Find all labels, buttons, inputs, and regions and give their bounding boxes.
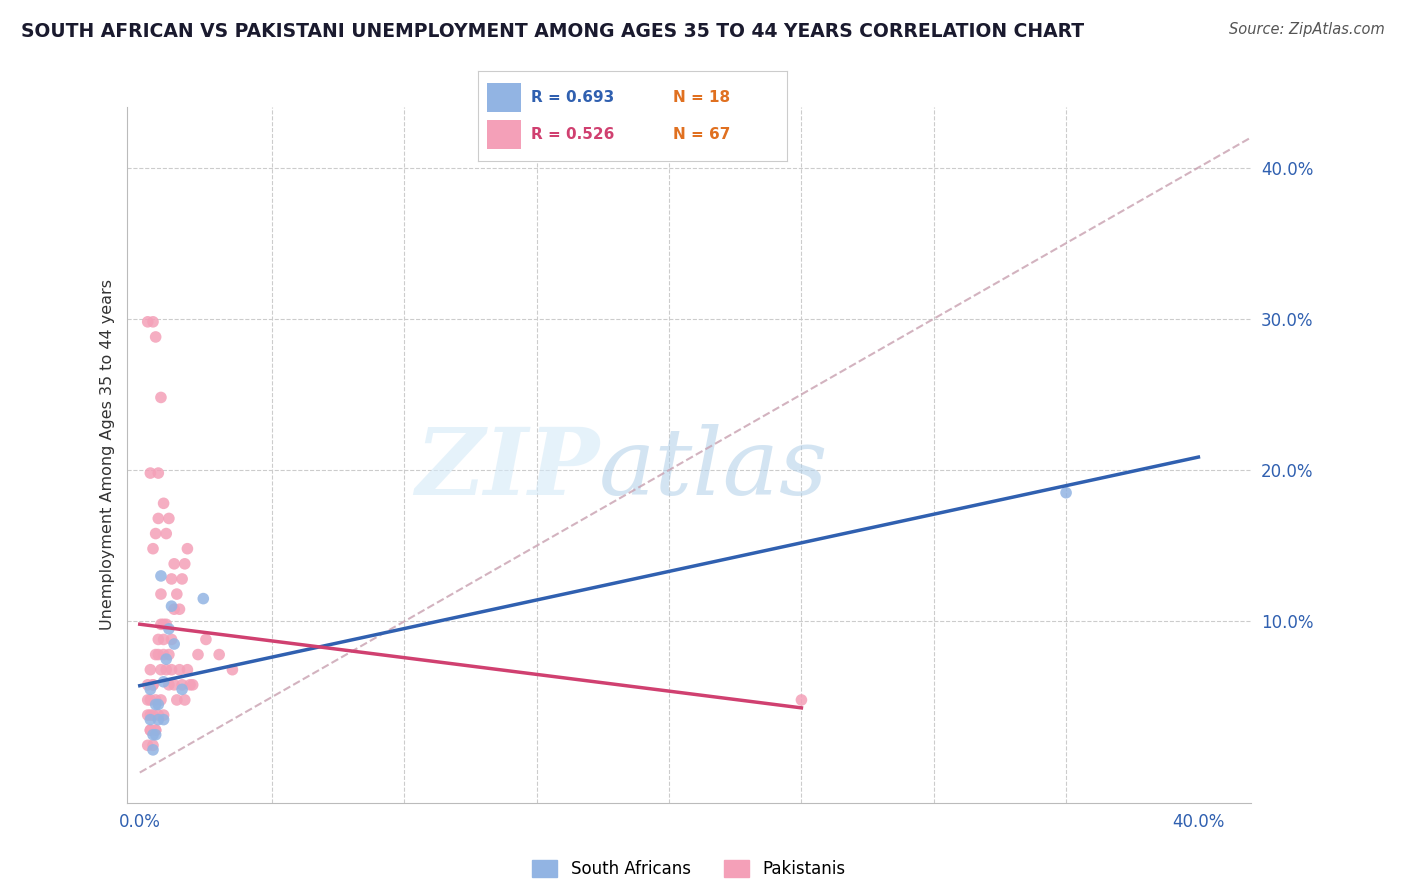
Point	[149, 587, 172, 601]
Point	[149, 569, 172, 583]
Point	[160, 599, 183, 614]
Point	[152, 674, 174, 689]
Point	[152, 617, 174, 632]
Point	[169, 602, 191, 616]
Point	[155, 652, 177, 666]
Point	[145, 723, 167, 738]
Point	[163, 678, 186, 692]
Point	[163, 602, 186, 616]
Point	[148, 713, 170, 727]
Point	[1054, 485, 1077, 500]
Point	[142, 743, 165, 757]
Point	[173, 693, 195, 707]
Point	[179, 678, 201, 692]
Point	[166, 693, 188, 707]
Point	[148, 466, 170, 480]
Point	[149, 693, 172, 707]
Point	[139, 663, 162, 677]
Point	[155, 617, 177, 632]
Point	[160, 663, 183, 677]
Text: R = 0.526: R = 0.526	[530, 128, 614, 142]
Point	[149, 617, 172, 632]
Point	[148, 511, 170, 525]
Point	[173, 557, 195, 571]
Point	[136, 708, 159, 723]
Point	[193, 591, 215, 606]
Point	[148, 698, 170, 712]
Point	[152, 632, 174, 647]
FancyBboxPatch shape	[488, 83, 522, 112]
Point	[142, 678, 165, 692]
Point	[152, 648, 174, 662]
Point	[145, 330, 167, 344]
Point	[139, 708, 162, 723]
Text: Source: ZipAtlas.com: Source: ZipAtlas.com	[1229, 22, 1385, 37]
Point	[148, 708, 170, 723]
Point	[139, 693, 162, 707]
Point	[172, 678, 194, 692]
Point	[148, 632, 170, 647]
Point	[187, 648, 209, 662]
Point	[136, 693, 159, 707]
Point	[181, 678, 204, 692]
Point	[172, 682, 194, 697]
Point	[155, 663, 177, 677]
Point	[160, 632, 183, 647]
Legend: South Africans, Pakistanis: South Africans, Pakistanis	[526, 854, 852, 885]
Point	[145, 526, 167, 541]
Point	[148, 648, 170, 662]
Y-axis label: Unemployment Among Ages 35 to 44 years: Unemployment Among Ages 35 to 44 years	[100, 279, 115, 631]
Point	[149, 391, 172, 405]
Point	[145, 693, 167, 707]
Point	[142, 541, 165, 556]
Point	[145, 728, 167, 742]
Point	[139, 723, 162, 738]
Point	[152, 713, 174, 727]
Point	[157, 622, 180, 636]
Point	[136, 678, 159, 692]
Text: SOUTH AFRICAN VS PAKISTANI UNEMPLOYMENT AMONG AGES 35 TO 44 YEARS CORRELATION CH: SOUTH AFRICAN VS PAKISTANI UNEMPLOYMENT …	[21, 22, 1084, 41]
Point	[142, 708, 165, 723]
Text: N = 67: N = 67	[673, 128, 730, 142]
Point	[145, 723, 167, 738]
Point	[136, 739, 159, 753]
Text: N = 18: N = 18	[673, 90, 730, 104]
Point	[176, 663, 198, 677]
Point	[155, 526, 177, 541]
Point	[790, 693, 813, 707]
Point	[139, 466, 162, 480]
Point	[139, 682, 162, 697]
Point	[157, 511, 180, 525]
Point	[176, 541, 198, 556]
Point	[139, 723, 162, 738]
Point	[166, 587, 188, 601]
Point	[163, 637, 186, 651]
Point	[142, 739, 165, 753]
Point	[208, 648, 231, 662]
Point	[149, 663, 172, 677]
Point	[221, 663, 243, 677]
Point	[160, 572, 183, 586]
Point	[172, 572, 194, 586]
Point	[142, 678, 165, 692]
Point	[194, 632, 217, 647]
Point	[163, 557, 186, 571]
FancyBboxPatch shape	[488, 120, 522, 149]
Point	[145, 698, 167, 712]
Point	[136, 315, 159, 329]
Point	[169, 663, 191, 677]
Point	[139, 713, 162, 727]
Point	[157, 648, 180, 662]
Text: R = 0.693: R = 0.693	[530, 90, 614, 104]
Point	[145, 648, 167, 662]
Point	[157, 678, 180, 692]
Point	[152, 708, 174, 723]
Point	[142, 315, 165, 329]
Text: atlas: atlas	[599, 424, 828, 514]
Point	[142, 728, 165, 742]
Point	[152, 496, 174, 510]
Text: ZIP: ZIP	[415, 424, 599, 514]
